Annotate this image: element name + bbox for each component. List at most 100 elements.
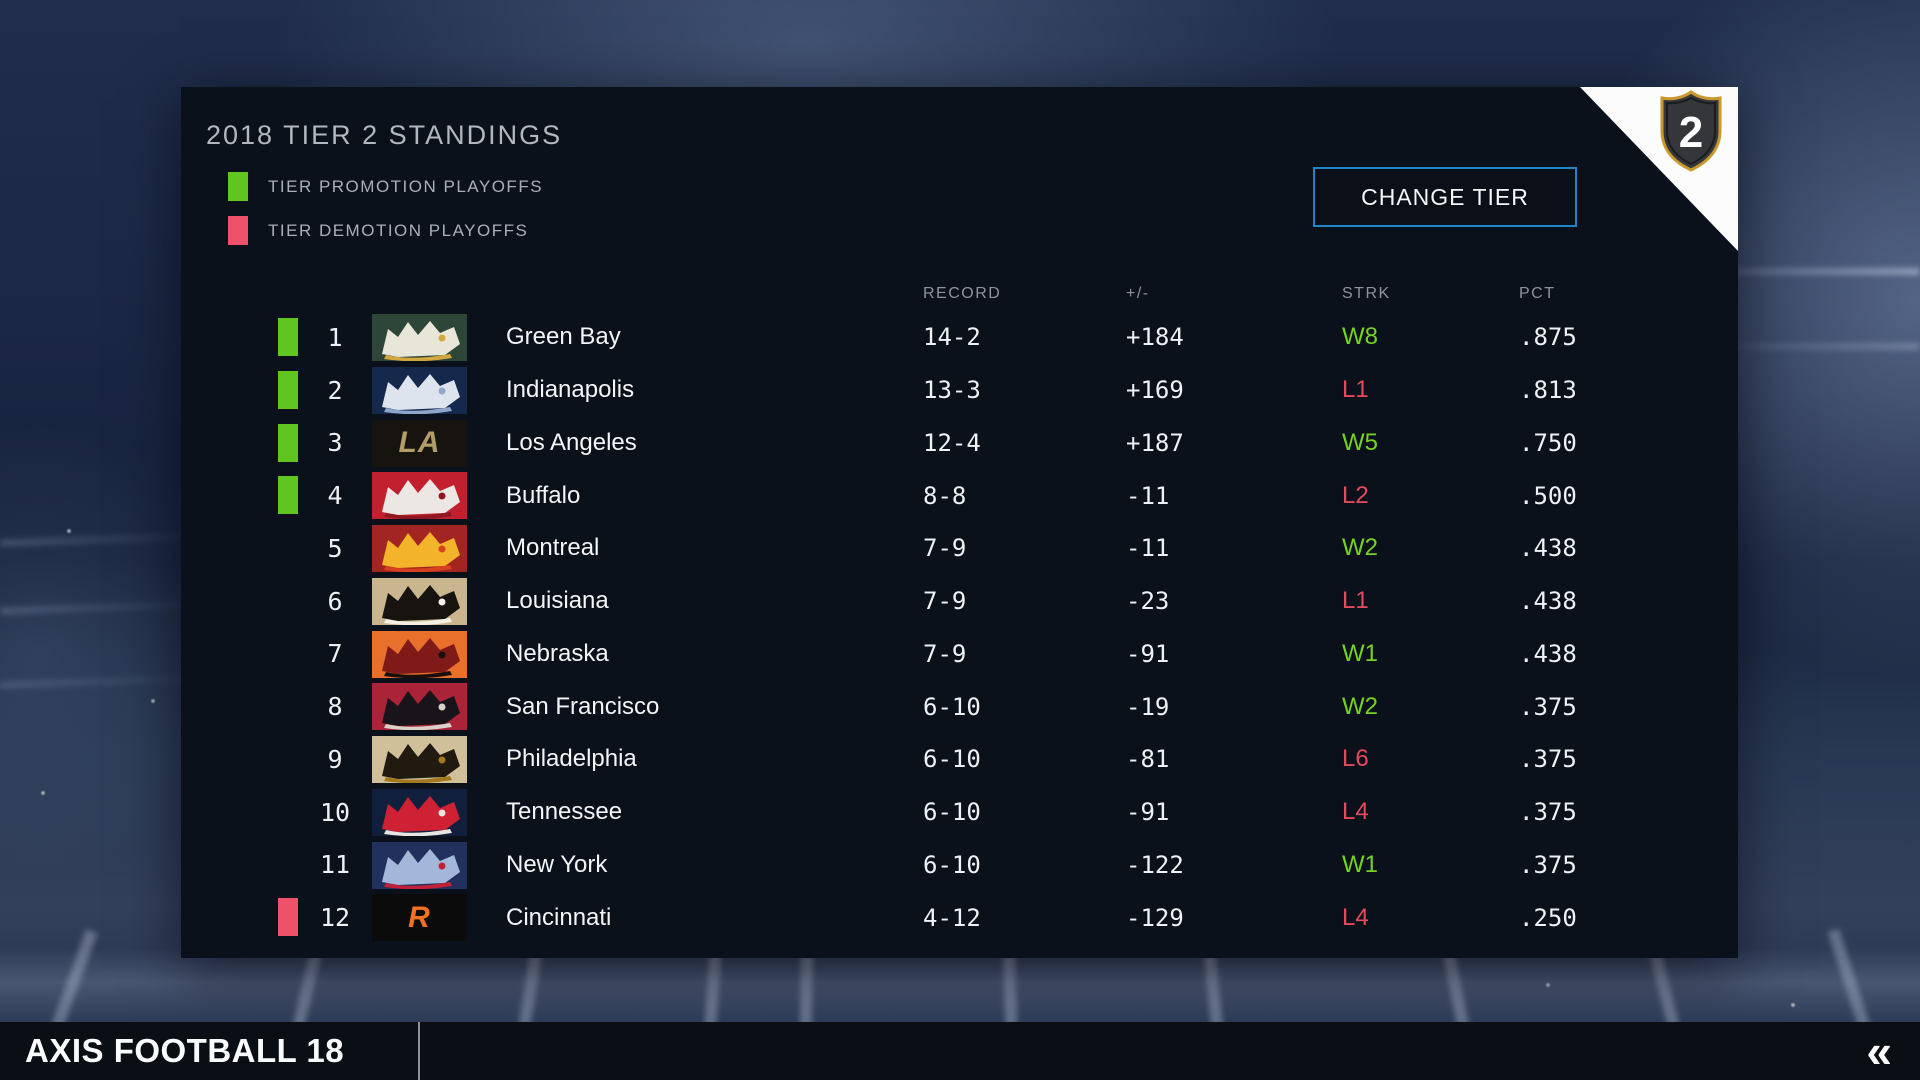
mascot-icon xyxy=(382,743,460,783)
pct-cell: .438 xyxy=(1519,587,1577,616)
plus-minus-cell: +187 xyxy=(1126,428,1184,457)
table-row: 5 Montreal 7-9 -11 W2 .438 xyxy=(181,522,1738,575)
demotion-swatch-icon xyxy=(228,216,248,245)
collapse-chevron-icon[interactable]: « xyxy=(1866,1025,1892,1077)
rank-label: 12 xyxy=(319,903,351,933)
mascot-icon xyxy=(382,637,460,678)
team-logo xyxy=(372,472,467,520)
pct-cell: .813 xyxy=(1519,376,1577,405)
stadium-stands-streak xyxy=(0,674,211,689)
change-tier-button[interactable]: CHANGE TIER xyxy=(1313,167,1577,227)
pct-cell: .438 xyxy=(1519,534,1577,563)
rank-label: 6 xyxy=(327,586,343,616)
record-cell: 7-9 xyxy=(923,639,967,668)
column-header-streak: STRK xyxy=(1342,285,1391,302)
rank-label: 5 xyxy=(327,533,343,563)
record-cell: 6-10 xyxy=(923,745,981,774)
team-logo xyxy=(372,366,467,414)
field-band xyxy=(0,948,1920,1024)
pct-cell: .375 xyxy=(1519,850,1577,879)
streak-cell: L2 xyxy=(1342,481,1369,509)
pct-cell: .375 xyxy=(1519,692,1577,721)
record-cell: 6-10 xyxy=(923,850,981,879)
legend-item-demotion: TIER DEMOTION PLAYOFFS xyxy=(228,216,543,245)
team-logo xyxy=(372,577,467,625)
pct-cell: .438 xyxy=(1519,639,1577,668)
logo-monogram: LA xyxy=(398,426,441,459)
team-logo xyxy=(372,683,467,731)
legend-label: TIER DEMOTION PLAYOFFS xyxy=(268,220,529,240)
playoff-indicator xyxy=(278,898,298,937)
team-name-label: Buffalo xyxy=(506,481,581,509)
team-logo xyxy=(372,525,467,572)
record-cell: 4-12 xyxy=(923,903,981,932)
plus-minus-cell: -91 xyxy=(1126,639,1170,668)
team-name-label: Nebraska xyxy=(506,639,609,667)
game-title: AXIS FOOTBALL 18 xyxy=(25,1032,345,1069)
mascot-icon xyxy=(382,795,460,836)
rank-label: 8 xyxy=(327,692,343,722)
stadium-light-dot xyxy=(1790,1002,1796,1008)
stadium-light-dot xyxy=(66,528,72,534)
pct-cell: .875 xyxy=(1519,323,1577,352)
stadium-stands-streak xyxy=(0,600,211,615)
streak-cell: W2 xyxy=(1342,534,1378,562)
record-cell: 12-4 xyxy=(923,428,981,457)
team-name-label: San Francisco xyxy=(506,692,660,720)
streak-cell: W2 xyxy=(1342,692,1378,720)
tier-number: 2 xyxy=(1679,108,1703,157)
streak-cell: W1 xyxy=(1342,850,1378,878)
mascot-icon xyxy=(382,690,460,731)
streak-cell: L1 xyxy=(1342,376,1369,404)
team-logo xyxy=(372,314,467,361)
mascot-icon xyxy=(382,532,460,572)
rank-label: 3 xyxy=(327,428,343,458)
standings-rows: 1 Green Bay 14-2 +184 W8 .875 2 Indianap… xyxy=(181,311,1738,944)
table-row: 10 Tennessee 6-10 -91 L4 .375 xyxy=(181,786,1738,839)
bottom-bar-divider xyxy=(418,1022,420,1080)
rank-label: 1 xyxy=(327,322,343,352)
pct-cell: .375 xyxy=(1519,745,1577,774)
legend-item-promotion: TIER PROMOTION PLAYOFFS xyxy=(228,172,543,201)
team-logo xyxy=(372,630,467,678)
record-cell: 7-9 xyxy=(923,534,967,563)
playoff-indicator xyxy=(278,318,298,356)
rank-label: 11 xyxy=(319,850,351,880)
streak-cell: L4 xyxy=(1342,798,1369,826)
mascot-icon xyxy=(382,321,460,361)
plus-minus-cell: -91 xyxy=(1126,798,1170,827)
stadium-stands-streak xyxy=(0,532,211,547)
promotion-swatch-icon xyxy=(228,172,248,201)
team-logo: LA xyxy=(372,419,467,467)
rank-label: 9 xyxy=(327,744,343,774)
table-row: 9 Philadelphia 6-10 -81 L6 .375 xyxy=(181,733,1738,786)
streak-cell: W5 xyxy=(1342,428,1378,456)
plus-minus-cell: +169 xyxy=(1126,376,1184,405)
table-row: 4 Buffalo 8-8 -11 L2 .500 xyxy=(181,469,1738,522)
table-row: 12 R Cincinnati 4-12 -129 L4 .250 xyxy=(181,891,1738,944)
pct-cell: .750 xyxy=(1519,428,1577,457)
mascot-icon xyxy=(382,584,460,625)
streak-cell: L1 xyxy=(1342,587,1369,615)
plus-minus-cell: -122 xyxy=(1126,850,1184,879)
rank-label: 10 xyxy=(319,797,351,827)
table-row: 11 New York 6-10 -122 W1 .375 xyxy=(181,839,1738,892)
legend-label: TIER PROMOTION PLAYOFFS xyxy=(268,176,544,196)
record-cell: 6-10 xyxy=(923,798,981,827)
team-name-label: Louisiana xyxy=(506,587,609,615)
team-logo xyxy=(372,736,467,783)
team-name-label: Los Angeles xyxy=(506,428,637,456)
playoff-indicator xyxy=(278,423,298,462)
streak-cell: W8 xyxy=(1342,323,1378,351)
team-name-label: Indianapolis xyxy=(506,376,635,404)
team-name-label: New York xyxy=(506,850,608,878)
streak-cell: L4 xyxy=(1342,903,1369,931)
mascot-icon xyxy=(382,373,460,414)
playoff-indicator xyxy=(278,370,298,409)
record-cell: 14-2 xyxy=(923,323,981,352)
pct-cell: .375 xyxy=(1519,798,1577,827)
bottom-bar: AXIS FOOTBALL 18 « xyxy=(0,1022,1920,1080)
streak-cell: W1 xyxy=(1342,639,1378,667)
table-row: 1 Green Bay 14-2 +184 W8 .875 xyxy=(181,311,1738,364)
